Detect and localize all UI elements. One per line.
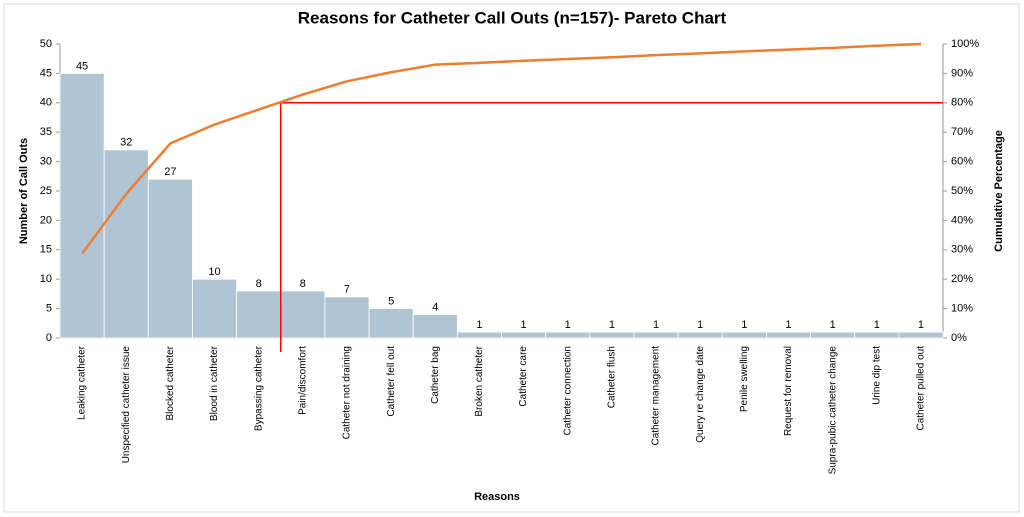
y2-axis-label: Cumulative Percentage: [993, 130, 1005, 252]
x-tick-label: Penile swelling: [739, 346, 750, 412]
data-label: 8: [256, 278, 262, 290]
data-label: 7: [344, 284, 350, 296]
x-tick-label: Catheter bag: [430, 346, 441, 404]
y2-tick-label: 90%: [951, 67, 973, 79]
x-tick-label: Pain/discomfort: [297, 346, 308, 415]
y2-tick-label: 10%: [951, 303, 973, 315]
cumulative-line: [81, 42, 921, 255]
bar: [192, 278, 237, 339]
data-label: 27: [164, 166, 176, 178]
y-tick-label: 15: [40, 244, 52, 256]
x-tick-label: Catheter pulled out: [916, 346, 927, 431]
bar: [147, 178, 193, 339]
bar: [589, 331, 635, 339]
x-tick-label: Supra-pubic catheter change: [827, 346, 838, 475]
data-label: 32: [120, 137, 132, 149]
x-tick-label: Blocked catheter: [165, 345, 176, 420]
y2-tick-label: 30%: [951, 244, 973, 256]
bar: [545, 331, 591, 339]
y-tick-label: 10: [40, 273, 52, 285]
data-label: 1: [874, 319, 880, 331]
bar: [103, 149, 149, 339]
data-label: 1: [697, 319, 703, 331]
bar: [766, 331, 811, 339]
data-label: 1: [918, 319, 924, 331]
data-label: 1: [741, 319, 747, 331]
data-label: 45: [76, 60, 88, 72]
bar: [501, 331, 547, 339]
bar: [810, 331, 856, 339]
y-tick-label: 20: [40, 214, 52, 226]
data-label: 8: [300, 278, 306, 290]
x-tick-label: Bypassing catheter: [253, 345, 264, 431]
bar: [280, 290, 326, 339]
x-tick-label: Broken catheter: [474, 345, 485, 416]
data-label: 1: [565, 319, 571, 331]
x-tick-label: Urine dip test: [871, 346, 882, 405]
bar: [412, 314, 458, 339]
bar: [677, 331, 723, 339]
x-tick-label: Catheter connection: [562, 346, 573, 436]
y2-tick-label: 100%: [951, 38, 979, 50]
data-label: 4: [432, 301, 438, 313]
data-label: 5: [388, 296, 394, 308]
bar: [368, 308, 414, 339]
bar: [324, 296, 370, 339]
data-label: 1: [609, 319, 615, 331]
y-axis-label: Number of Call Outs: [18, 138, 30, 244]
y2-tick-label: 60%: [951, 156, 973, 168]
x-tick-label: Catheter flush: [607, 346, 618, 408]
y-tick-label: 50: [40, 38, 52, 50]
bar: [898, 331, 944, 339]
bar: [721, 331, 767, 339]
y-tick-label: 45: [40, 67, 52, 79]
x-tick-label: Catheter not draining: [342, 346, 353, 439]
y-tick-label: 30: [40, 156, 52, 168]
x-tick-label: Blood in catheter: [209, 345, 220, 421]
chart-title: Reasons for Catheter Call Outs (n=157)- …: [298, 8, 727, 27]
x-tick-label: Query re change date: [695, 346, 706, 443]
y-tick-label: 35: [40, 126, 52, 138]
x-axis-label: Reasons: [474, 491, 520, 503]
y2-tick-label: 40%: [951, 214, 973, 226]
y-tick-label: 40: [40, 97, 52, 109]
bar: [854, 331, 900, 339]
y-tick-label: 0: [46, 332, 52, 344]
data-label: 10: [208, 266, 220, 278]
bar: [236, 290, 282, 339]
bar: [633, 331, 679, 339]
bar: [456, 331, 502, 339]
bar: [59, 73, 105, 339]
x-tick-label: Unspecified catheter issue: [121, 346, 132, 464]
x-tick-label: Catheter management: [651, 346, 662, 446]
data-label: 1: [653, 319, 659, 331]
y2-tick-label: 0%: [951, 332, 967, 344]
y2-tick-label: 20%: [951, 273, 973, 285]
y2-tick-label: 50%: [951, 185, 973, 197]
data-label: 1: [785, 319, 791, 331]
data-label: 1: [521, 319, 527, 331]
y2-tick-label: 70%: [951, 126, 973, 138]
x-tick-label: Leaking catheter: [77, 345, 88, 420]
data-label: 1: [476, 319, 482, 331]
y2-tick-label: 80%: [951, 97, 973, 109]
y-tick-label: 25: [40, 185, 52, 197]
x-tick-label: Catheter fell out: [386, 346, 397, 417]
y-tick-label: 5: [46, 303, 52, 315]
data-label: 1: [830, 319, 836, 331]
x-tick-label: Catheter care: [518, 346, 529, 407]
x-tick-label: Request for removal: [783, 346, 794, 436]
